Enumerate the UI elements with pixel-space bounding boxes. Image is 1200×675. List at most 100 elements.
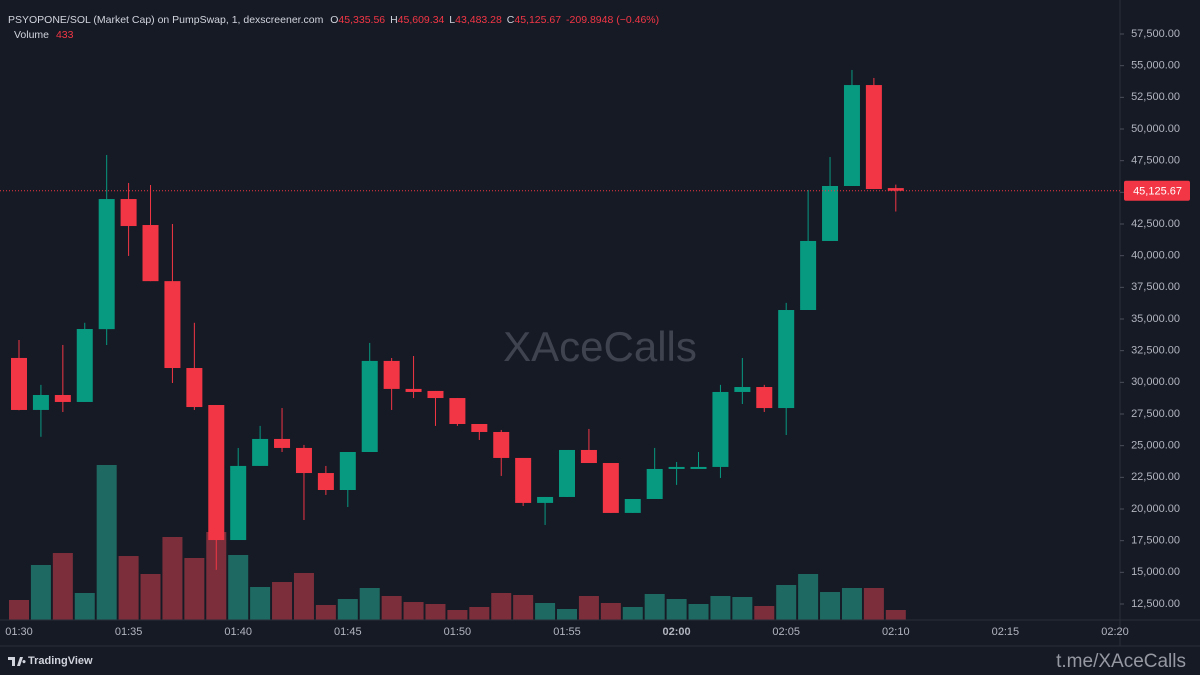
last-price-box bbox=[1124, 180, 1190, 201]
volume-bar bbox=[272, 582, 293, 620]
watermark: XAceCalls bbox=[503, 323, 697, 370]
volume-bar bbox=[425, 603, 446, 620]
volume-bar bbox=[381, 596, 402, 620]
volume-bar bbox=[513, 594, 534, 620]
change: -209.8948 (−0.46%) bbox=[566, 14, 659, 26]
high-label: H bbox=[390, 14, 398, 26]
x-tick-label: 01:50 bbox=[444, 626, 472, 638]
open-label: O bbox=[330, 14, 338, 26]
footer-link[interactable]: t.me/XAceCalls bbox=[1056, 651, 1186, 672]
candle-body bbox=[865, 85, 882, 190]
y-tick-label: 17,500.00 bbox=[1131, 535, 1180, 547]
x-tick-label: 02:20 bbox=[1101, 626, 1129, 638]
volume-bar bbox=[820, 592, 841, 620]
volume-bar bbox=[798, 573, 819, 620]
volume-label: Volume bbox=[14, 29, 49, 41]
candle-body bbox=[361, 360, 378, 452]
candle-body bbox=[76, 329, 93, 402]
volume-bar bbox=[118, 556, 139, 620]
volume-bar bbox=[293, 573, 314, 620]
y-tick-label: 55,000.00 bbox=[1131, 60, 1180, 72]
header: PSYOPONE/SOL (Market Cap) on PumpSwap, 1… bbox=[8, 14, 659, 26]
volume-bar bbox=[52, 553, 73, 620]
candle-body bbox=[32, 395, 49, 410]
volume-bar bbox=[644, 593, 665, 620]
y-tick-label: 52,500.00 bbox=[1131, 91, 1180, 103]
candle-body bbox=[295, 447, 312, 474]
volume-bar bbox=[228, 554, 249, 620]
volume-bar bbox=[315, 604, 336, 620]
y-tick-label: 30,000.00 bbox=[1131, 376, 1180, 388]
volume-bar bbox=[710, 596, 731, 620]
y-tick-label: 32,500.00 bbox=[1131, 345, 1180, 357]
y-tick-label: 27,500.00 bbox=[1131, 408, 1180, 420]
candle-body bbox=[11, 357, 27, 410]
volume-bar bbox=[622, 606, 643, 620]
x-tick-label: 01:40 bbox=[224, 626, 252, 638]
candle-body bbox=[580, 449, 597, 464]
volume-bar bbox=[30, 564, 51, 620]
y-tick-label: 25,000.00 bbox=[1131, 440, 1180, 452]
plot-area: 12,500.00 15,000.00 17,500.00 20,000.00 22,5… bbox=[0, 0, 1200, 646]
candle-body bbox=[602, 463, 619, 513]
y-tick-label: 57,500.00 bbox=[1131, 28, 1180, 40]
y-tick-label: 50,000.00 bbox=[1131, 123, 1180, 135]
volume-bar bbox=[776, 584, 797, 620]
y-tick-label: 40,000.00 bbox=[1131, 250, 1180, 262]
candle-body bbox=[98, 199, 115, 330]
candle-body bbox=[317, 473, 334, 490]
y-tick-label: 35,000.00 bbox=[1131, 313, 1180, 325]
volume-bar bbox=[447, 610, 468, 620]
high-value: 45,609.34 bbox=[398, 14, 445, 26]
candle-body bbox=[515, 457, 532, 503]
volume-bar bbox=[688, 603, 709, 620]
volume-bar bbox=[578, 596, 599, 620]
candle-body bbox=[54, 395, 71, 402]
volume-bar bbox=[863, 587, 884, 620]
candle-body bbox=[405, 388, 422, 392]
volume-bar bbox=[469, 606, 490, 620]
candle-body bbox=[756, 387, 773, 409]
volume-bar bbox=[535, 603, 556, 620]
candle-body bbox=[690, 466, 707, 469]
candle-body bbox=[822, 186, 839, 241]
volume-bar bbox=[206, 532, 227, 620]
last-price-label: 45,125.67 bbox=[1133, 186, 1182, 198]
volume-bar bbox=[140, 573, 161, 620]
candle-body bbox=[164, 281, 181, 369]
low-value: 43,483.28 bbox=[455, 14, 502, 26]
volume-bar bbox=[600, 603, 621, 620]
candle-body bbox=[274, 438, 291, 448]
x-tick-label: 01:55 bbox=[553, 626, 581, 638]
y-tick-label: 22,500.00 bbox=[1131, 471, 1180, 483]
volume-bar bbox=[337, 599, 358, 620]
candle-body bbox=[887, 188, 904, 191]
volume-bar bbox=[885, 610, 906, 620]
candle-body bbox=[493, 431, 510, 458]
brand: TradingView bbox=[28, 655, 93, 667]
candle-body bbox=[449, 398, 466, 425]
candle-body bbox=[208, 405, 225, 541]
x-tick-label: 01:30 bbox=[5, 626, 33, 638]
candle-body bbox=[646, 468, 663, 499]
candle-body bbox=[537, 496, 554, 503]
price-axis bbox=[1120, 0, 1200, 646]
volume-bar bbox=[96, 465, 117, 620]
volume-bar bbox=[491, 593, 512, 620]
candle-body bbox=[252, 438, 269, 466]
y-tick-label: 42,500.00 bbox=[1131, 218, 1180, 230]
volume-bar bbox=[250, 587, 271, 620]
volume-bar bbox=[557, 609, 577, 620]
x-tick-label: 02:10 bbox=[882, 626, 910, 638]
y-tick-label: 37,500.00 bbox=[1131, 281, 1180, 293]
header-title: PSYOPONE/SOL (Market Cap) on PumpSwap, 1… bbox=[8, 14, 324, 26]
candle-body bbox=[668, 466, 685, 469]
candle-body bbox=[230, 465, 247, 541]
candle-body bbox=[624, 498, 641, 513]
candle-body bbox=[712, 391, 729, 467]
low-label: L bbox=[449, 14, 455, 26]
candle-body bbox=[383, 360, 400, 389]
candle-body bbox=[186, 368, 203, 408]
x-tick-label: 01:45 bbox=[334, 626, 362, 638]
candle-body bbox=[559, 449, 575, 497]
